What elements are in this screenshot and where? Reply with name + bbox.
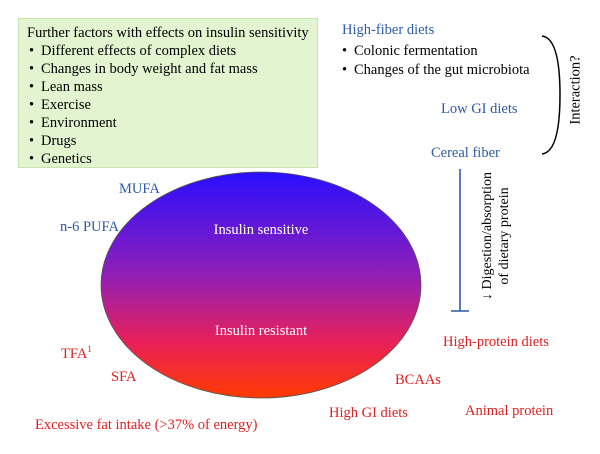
- insulin-resistant-label: Insulin resistant: [214, 323, 308, 339]
- excessive-fat-label: Excessive fat intake (>37% of energy): [35, 417, 258, 433]
- tfa-text: TFA: [61, 345, 88, 362]
- cereal-fiber-label: Cereal fiber: [431, 145, 500, 161]
- factor-item: Different effects of complex diets: [27, 42, 309, 60]
- factor-item: Changes in body weight and fat mass: [27, 60, 309, 78]
- interaction-bracket: [541, 35, 561, 155]
- high-protein-label: High-protein diets: [443, 334, 549, 350]
- factors-title: Further factors with effects on insulin …: [27, 25, 309, 41]
- high-fiber-item: Changes of the gut microbiota: [342, 61, 530, 80]
- factor-item: Genetics: [27, 150, 309, 168]
- high-gi-label: High GI diets: [329, 405, 408, 421]
- insulin-sensitive-label: Insulin sensitive: [213, 222, 309, 238]
- factor-item: Exercise: [27, 96, 309, 114]
- high-fiber-title: High-fiber diets: [342, 22, 435, 38]
- tfa-label: TFA1: [61, 344, 92, 363]
- insulin-ellipse-shape: [100, 171, 422, 399]
- tfa-superscript: 1: [87, 344, 92, 354]
- factors-box: Further factors with effects on insulin …: [18, 18, 318, 168]
- factor-item: Drugs: [27, 132, 309, 150]
- factors-list: Different effects of complex diets Chang…: [27, 42, 309, 168]
- inhibition-line: [451, 169, 469, 312]
- n6-pufa-label: n-6 PUFA: [60, 219, 119, 235]
- bcaas-label: BCAAs: [395, 372, 441, 388]
- high-fiber-item: Colonic fermentation: [342, 42, 530, 61]
- high-fiber-list: Colonic fermentation Changes of the gut …: [342, 42, 530, 80]
- sfa-label: SFA: [111, 369, 137, 385]
- low-gi-label: Low GI diets: [441, 101, 518, 117]
- mufa-label: MUFA: [119, 181, 160, 197]
- factor-item: Lean mass: [27, 78, 309, 96]
- animal-protein-label: Animal protein: [465, 403, 554, 419]
- factor-item: Environment: [27, 114, 309, 132]
